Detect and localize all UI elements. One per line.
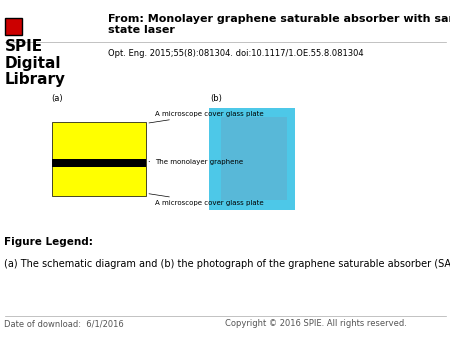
Bar <box>220 117 287 200</box>
Text: Figure Legend:: Figure Legend: <box>4 237 94 247</box>
Text: A microscope cover glass plate: A microscope cover glass plate <box>149 194 264 206</box>
Text: Opt. Eng. 2015;55(8):081304. doi:10.1117/1.OE.55.8.081304: Opt. Eng. 2015;55(8):081304. doi:10.1117… <box>108 49 364 58</box>
Bar <box>209 108 295 210</box>
Text: (a): (a) <box>52 94 63 103</box>
Text: (b): (b) <box>210 94 222 103</box>
Text: Date of download:  6/1/2016: Date of download: 6/1/2016 <box>4 319 124 329</box>
Bar <box>52 159 146 167</box>
Text: The monolayer graphene: The monolayer graphene <box>149 159 243 165</box>
Bar <box>52 122 146 196</box>
Text: Copyright © 2016 SPIE. All rights reserved.: Copyright © 2016 SPIE. All rights reserv… <box>225 319 407 329</box>
Text: A microscope cover glass plate: A microscope cover glass plate <box>149 111 264 123</box>
Text: From: Monolayer graphene saturable absorber with sandwich structure for ultrafas: From: Monolayer graphene saturable absor… <box>108 14 450 35</box>
Text: (a) The schematic diagram and (b) the photograph of the graphene saturable absor: (a) The schematic diagram and (b) the ph… <box>4 259 450 269</box>
FancyBboxPatch shape <box>4 18 22 35</box>
Text: SPIE
Digital
Library: SPIE Digital Library <box>4 39 66 88</box>
